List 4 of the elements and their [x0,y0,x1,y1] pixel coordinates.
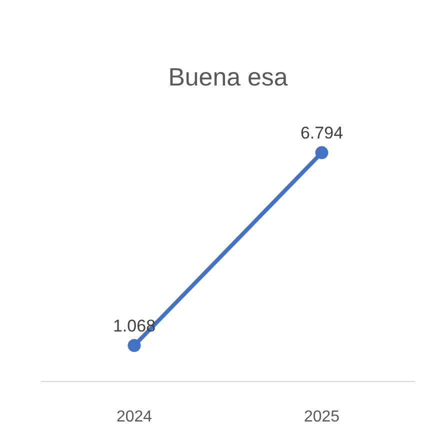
x-tick-label: 2024 [116,408,152,426]
chart-title: Buena esa [168,64,288,92]
x-tick-label: 2025 [304,408,340,426]
data-label: 6.794 [300,124,344,143]
